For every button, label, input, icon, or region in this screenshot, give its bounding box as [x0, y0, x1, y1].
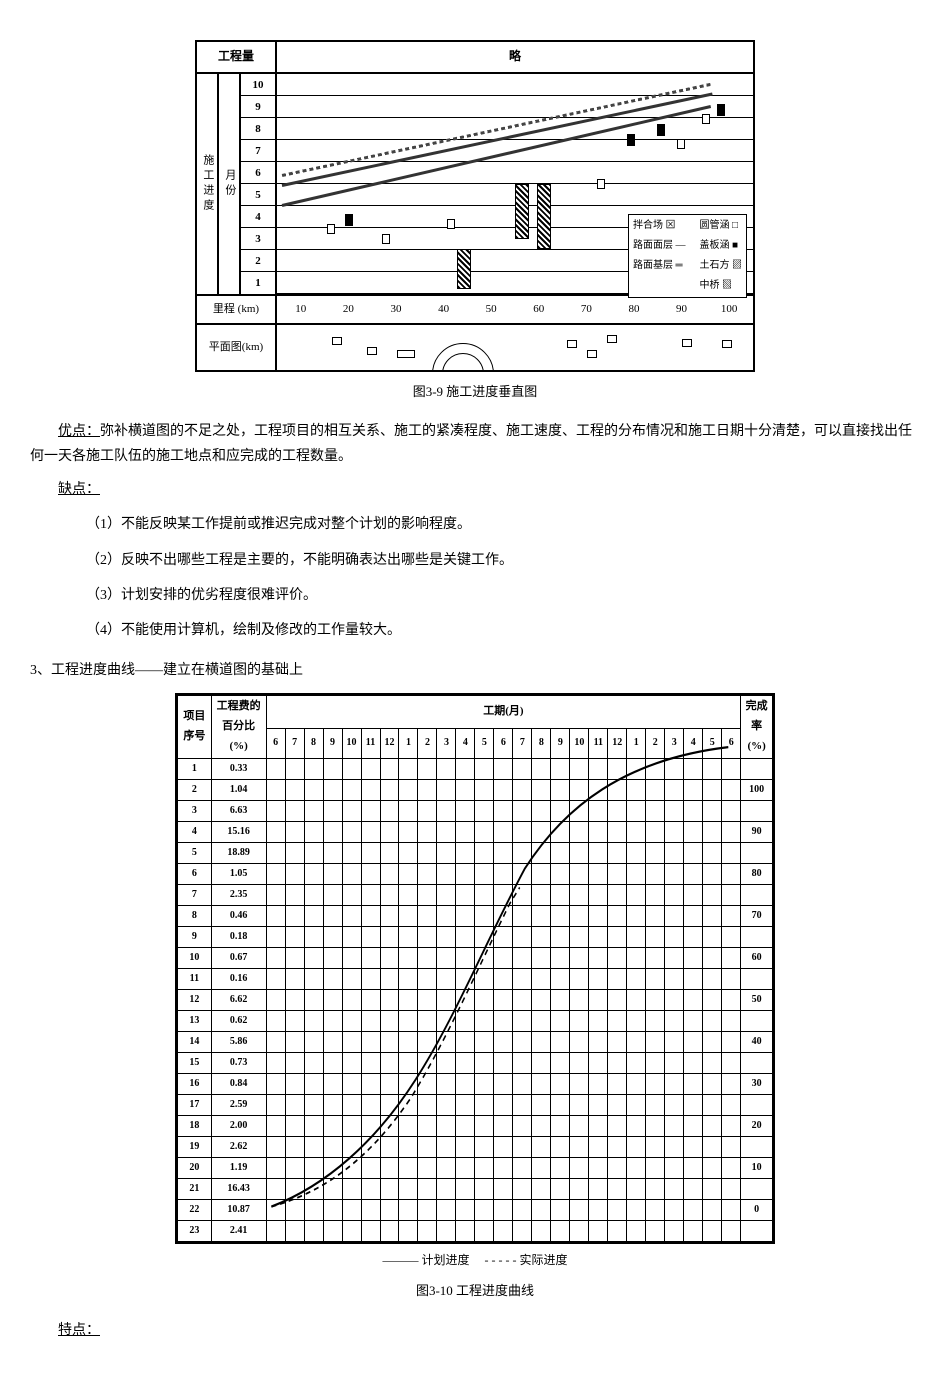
- chart-3-10: 项目序号 工程费的百分比(%) 工期(月) 完成率(%) 67891011121…: [175, 693, 775, 1243]
- arc-icon: [427, 335, 497, 370]
- chart39-plan-area: [277, 325, 753, 370]
- features-para: 特点：: [30, 1318, 920, 1343]
- features-label: 特点：: [58, 1323, 100, 1338]
- chart310-legend: ——— 计划进度 - - - - - 实际进度: [50, 1250, 900, 1272]
- disadvantages-label: 缺点：: [58, 482, 100, 497]
- figure-3-10-caption: 图3-10 工程进度曲线: [50, 1279, 900, 1302]
- chart-3-9: 工程量 略 施工进度 月份 10 9 8 7 6 5 4 3 2 1 拌合场 ⊠…: [195, 40, 755, 372]
- chart39-header-right: 略: [277, 42, 753, 72]
- chart310-table: 项目序号 工程费的百分比(%) 工期(月) 完成率(%) 67891011121…: [177, 695, 773, 1241]
- chart39-x-label: 里程 (km): [197, 296, 277, 324]
- disadvantage-2: （2）反映不出哪些工程是主要的，不能明确表达出哪些是关键工作。: [58, 548, 920, 573]
- chart39-plan-label: 平面图(km): [197, 325, 277, 370]
- chart39-legend: 拌合场 ⊠ 圆管涵 □ 路面面层 — 盖板涵 ■ 路面基层 ═ 土石方 ▨ 中桥…: [628, 214, 747, 298]
- disadvantage-4: （4）不能使用计算机，绘制及修改的工作量较大。: [58, 618, 920, 643]
- months-row: 6789101112123456789101112123456: [178, 728, 773, 758]
- chart39-plot-area: 拌合场 ⊠ 圆管涵 □ 路面面层 — 盖板涵 ■ 路面基层 ═ 土石方 ▨ 中桥…: [277, 74, 753, 294]
- disadvantage-3: （3）计划安排的优劣程度很难评价。: [58, 583, 920, 608]
- chart39-y-axis: 10 9 8 7 6 5 4 3 2 1: [241, 74, 277, 294]
- advantages-label: 优点：: [58, 424, 100, 439]
- figure-3-9: 工程量 略 施工进度 月份 10 9 8 7 6 5 4 3 2 1 拌合场 ⊠…: [50, 40, 900, 404]
- col-header-duration: 工期(月): [266, 696, 741, 728]
- figure-3-9-caption: 图3-9 施工进度垂直图: [50, 380, 900, 403]
- col-header-pct: 工程费的百分比(%): [211, 696, 266, 758]
- section-3-heading: 3、工程进度曲线——建立在横道图的基础上: [30, 658, 920, 683]
- chart39-x-values: 10 20 30 40 50 60 70 80 90 100: [277, 296, 753, 324]
- chart39-y-inner-label: 月份: [219, 74, 241, 294]
- disadvantage-1: （1）不能反映某工作提前或推迟完成对整个计划的影响程度。: [58, 512, 920, 537]
- figure-3-10: 项目序号 工程费的百分比(%) 工期(月) 完成率(%) 67891011121…: [50, 693, 900, 1302]
- chart39-header-left: 工程量: [197, 42, 277, 72]
- col-header-completion: 完成率(%): [741, 696, 773, 758]
- chart39-y-outer-label: 施工进度: [197, 74, 219, 294]
- advantages-para: 优点：弥补横道图的不足之处，工程项目的相互关系、施工的紧凑程度、施工速度、工程的…: [30, 419, 920, 469]
- disadvantages-para: 缺点：: [30, 477, 920, 502]
- col-header-seq: 项目序号: [178, 696, 212, 758]
